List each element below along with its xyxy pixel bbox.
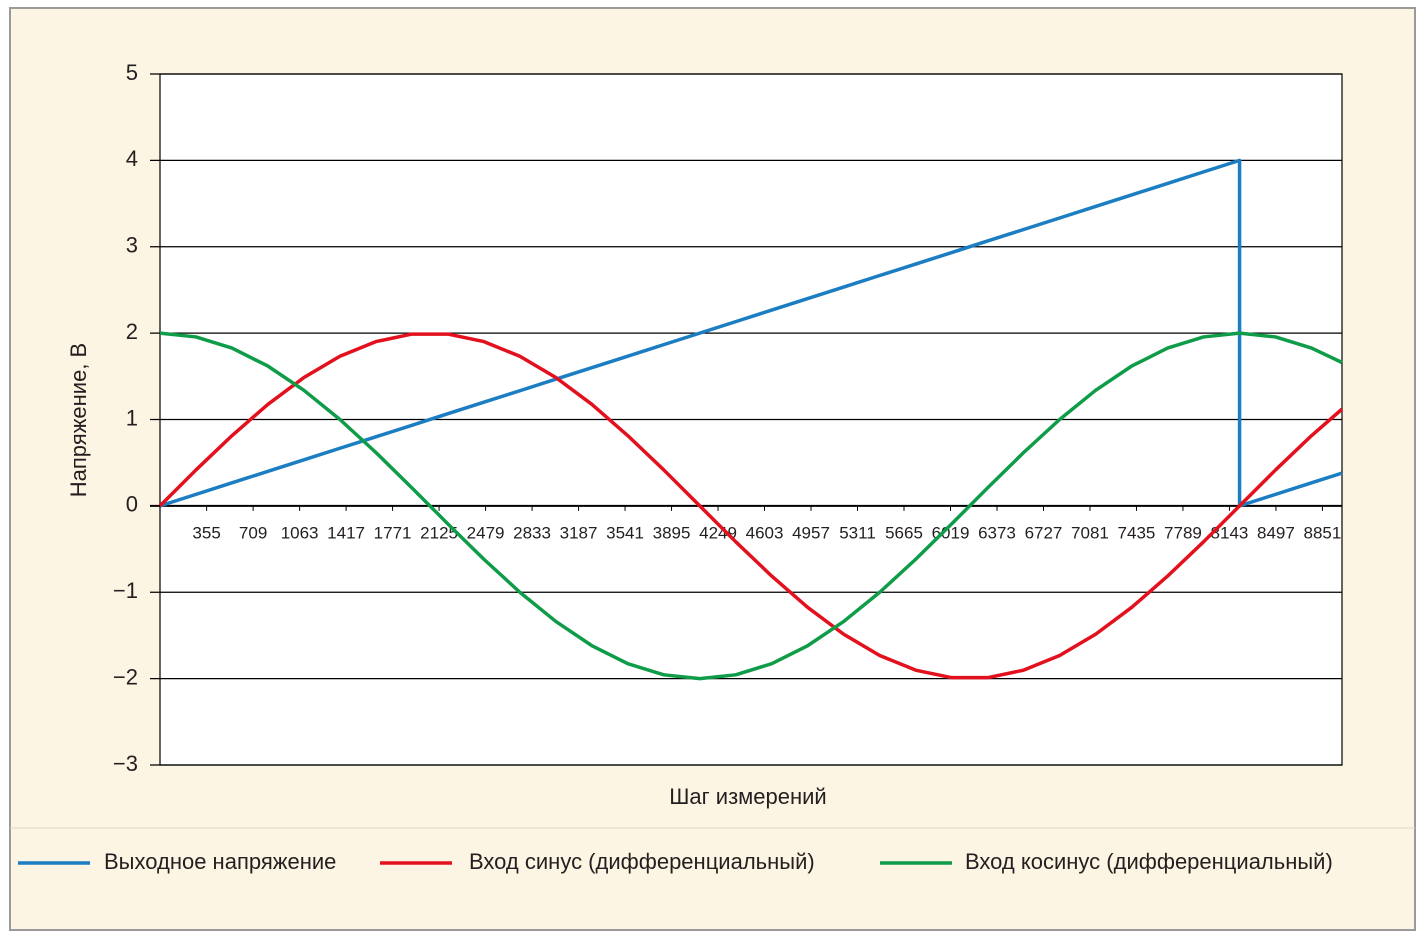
x-tick-label: 3895 bbox=[653, 523, 691, 542]
series-line bbox=[159, 331, 1343, 681]
y-tick-label: 2 bbox=[126, 319, 138, 344]
x-tick-label: 7081 bbox=[1071, 523, 1109, 542]
x-tick-label: 2479 bbox=[467, 523, 505, 542]
x-tick-label: 6019 bbox=[932, 523, 970, 542]
x-tick-label: 1771 bbox=[374, 523, 412, 542]
y-tick-label: 5 bbox=[126, 60, 138, 85]
y-tick-label: −2 bbox=[113, 664, 138, 689]
legend-label: Вход косинус (дифференциальный) bbox=[965, 849, 1333, 874]
y-tick-label: 1 bbox=[126, 405, 138, 430]
x-tick-label: 1417 bbox=[327, 523, 365, 542]
series-line bbox=[158, 332, 1344, 680]
x-tick-label: 4603 bbox=[746, 523, 784, 542]
x-axis-title: Шаг измерений bbox=[669, 784, 826, 809]
plot-border bbox=[159, 73, 1343, 766]
x-tick-label: 3187 bbox=[560, 523, 598, 542]
x-tick-label: 8851 bbox=[1304, 523, 1342, 542]
x-tick-label: 1063 bbox=[281, 523, 319, 542]
x-tick-label: 8143 bbox=[1211, 523, 1249, 542]
y-tick-label: 0 bbox=[126, 492, 138, 517]
x-tick-label: 709 bbox=[239, 523, 267, 542]
x-tick-label: 2125 bbox=[420, 523, 458, 542]
x-tick-label: 8497 bbox=[1257, 523, 1295, 542]
y-tick-label: 3 bbox=[126, 233, 138, 258]
x-tick-label: 5311 bbox=[839, 523, 876, 542]
y-tick-label: −3 bbox=[113, 751, 138, 776]
x-tick-label: 355 bbox=[192, 523, 220, 542]
x-tick-label: 3541 bbox=[606, 523, 644, 542]
x-tick-label: 7789 bbox=[1164, 523, 1202, 542]
x-tick-label: 2833 bbox=[513, 523, 551, 542]
y-axis-title: Напряжение, В bbox=[66, 343, 91, 497]
legend-label: Выходное напряжение bbox=[104, 849, 336, 874]
x-tick-label: 7435 bbox=[1118, 523, 1156, 542]
legend-label: Вход синус (дифференциальный) bbox=[469, 849, 815, 874]
x-tick-label: 4249 bbox=[699, 523, 737, 542]
x-tick-label: 5665 bbox=[885, 523, 923, 542]
y-tick-label: 4 bbox=[126, 146, 138, 171]
x-tick-label: 6727 bbox=[1025, 523, 1063, 542]
y-tick-label: −1 bbox=[113, 578, 138, 603]
x-tick-label: 4957 bbox=[792, 523, 830, 542]
x-tick-label: 6373 bbox=[978, 523, 1016, 542]
